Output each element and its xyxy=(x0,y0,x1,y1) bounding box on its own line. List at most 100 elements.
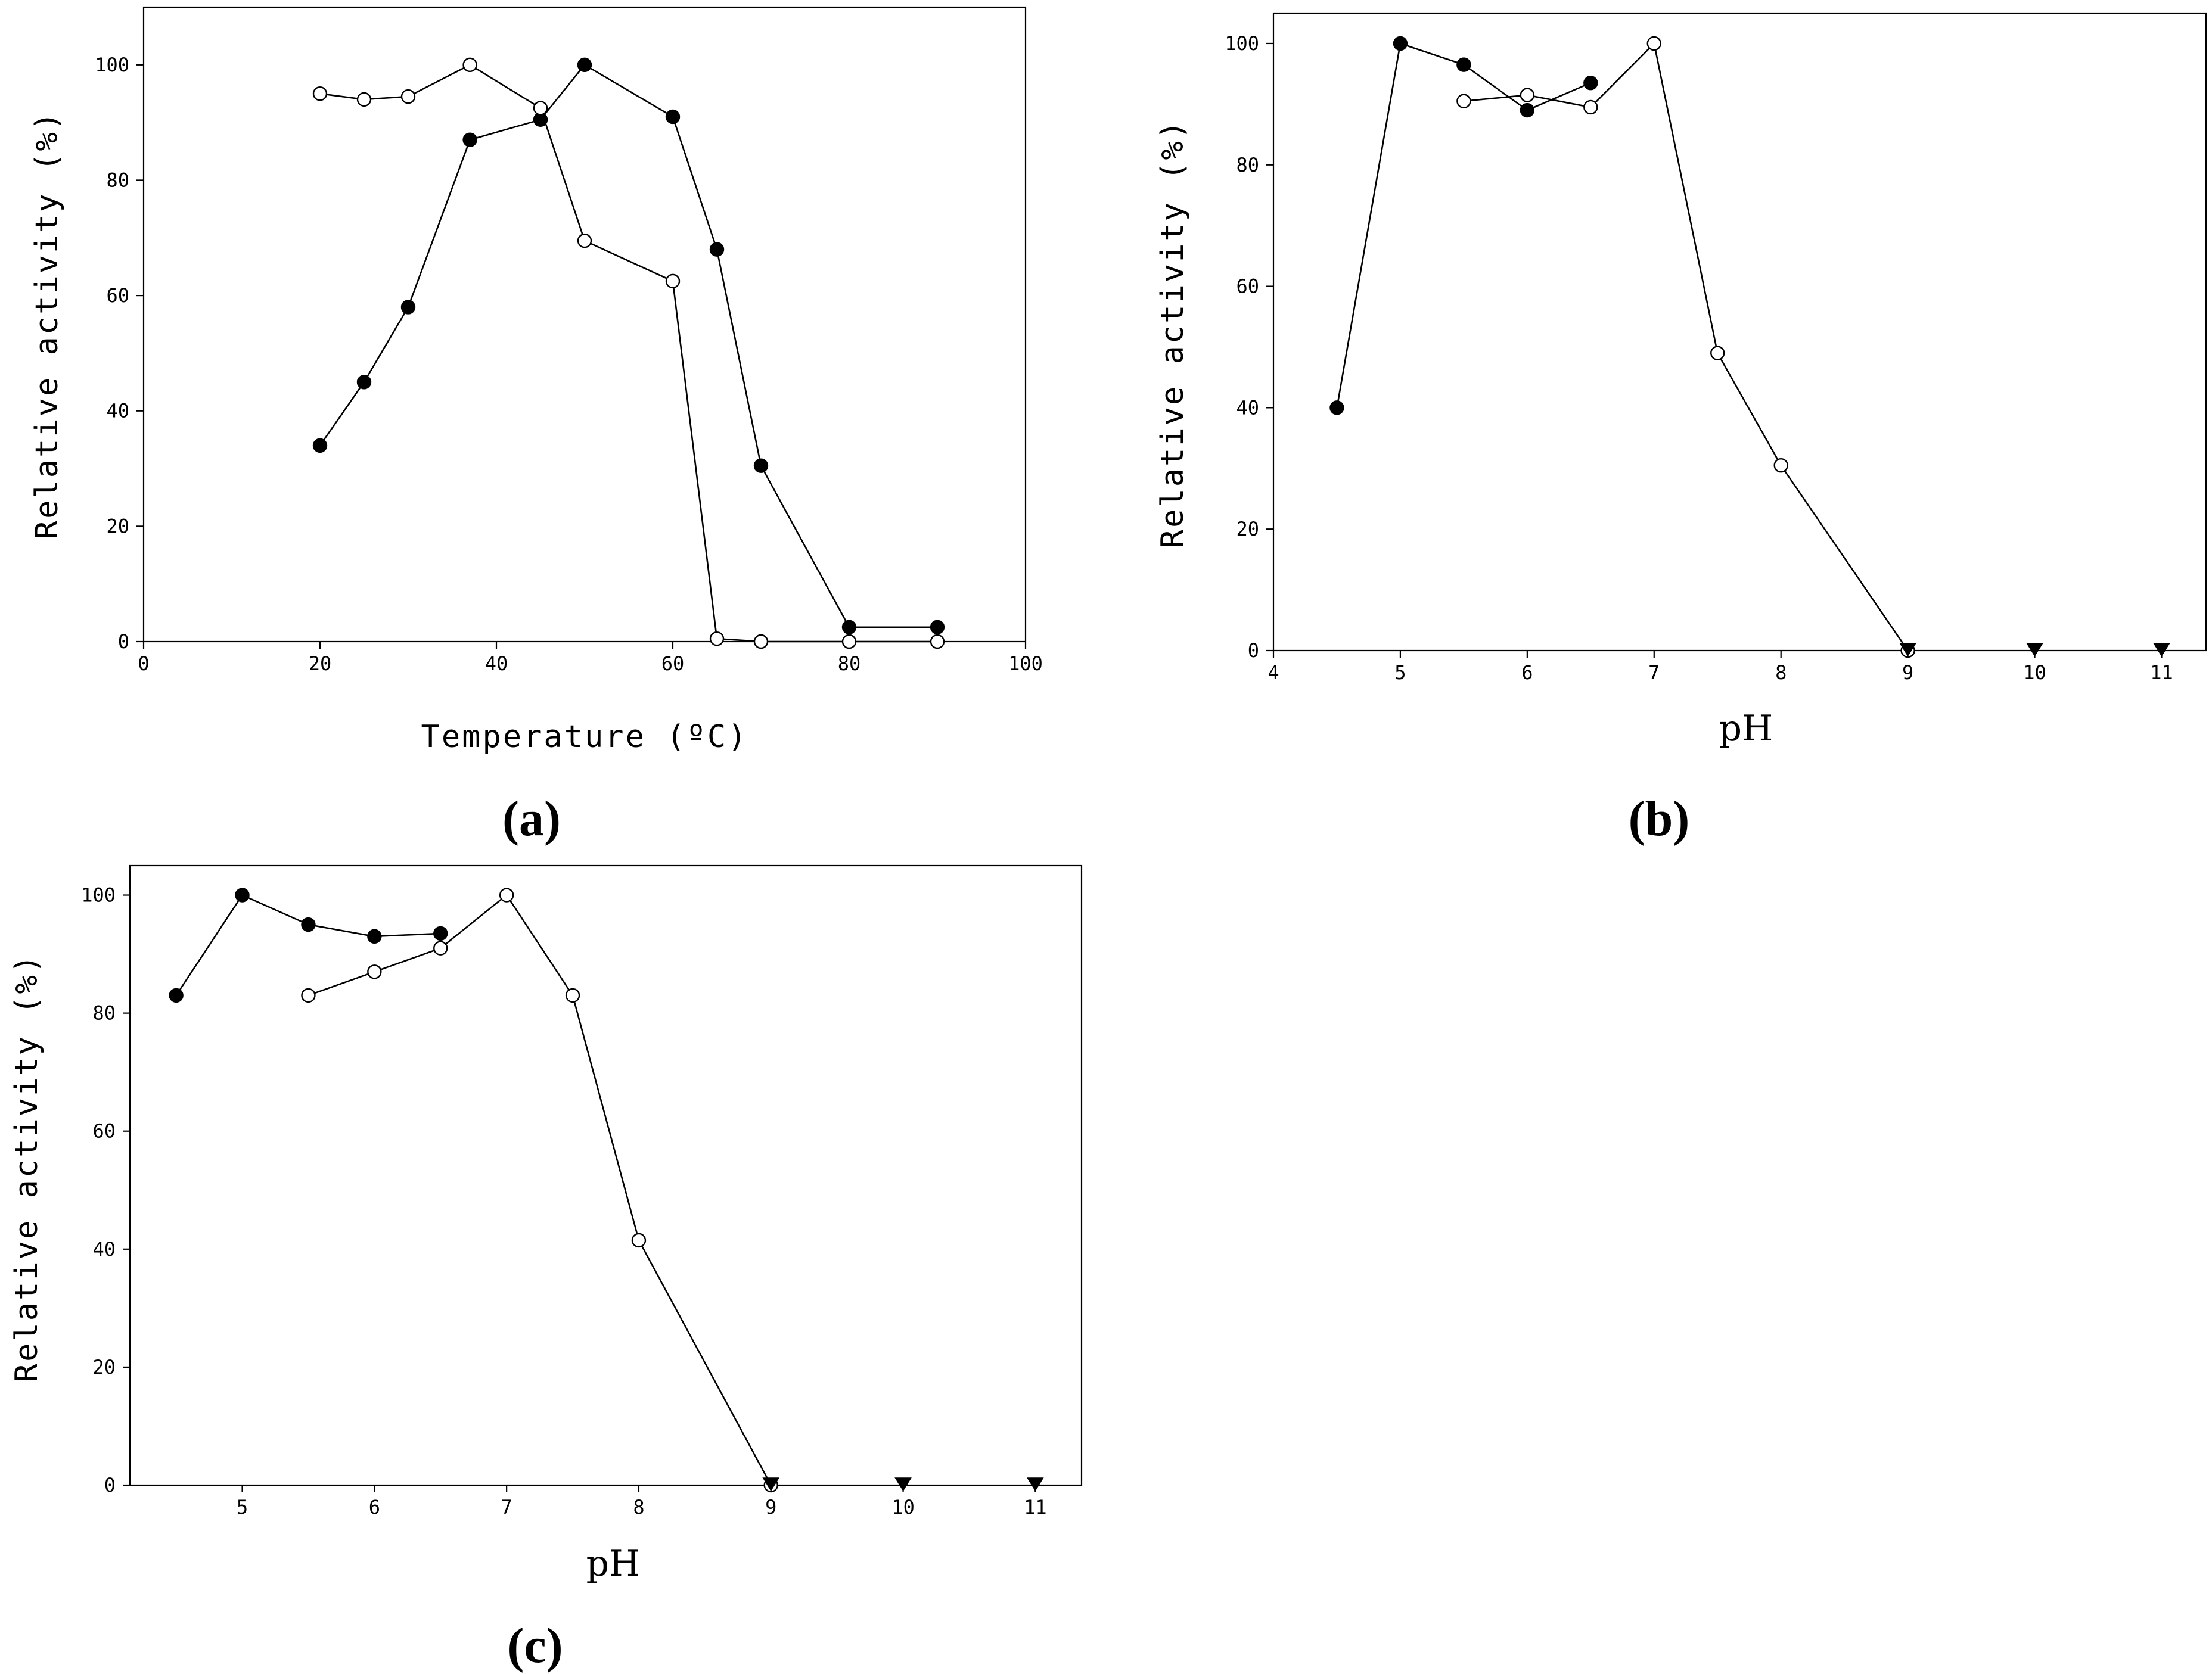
data-point-filled xyxy=(753,458,769,473)
x-tick-label: 9 xyxy=(1902,661,1913,684)
x-tick-label: 6 xyxy=(1521,661,1533,684)
data-point-filled xyxy=(577,57,592,73)
y-tick-label: 60 xyxy=(1236,275,1259,298)
x-tick-label: 20 xyxy=(309,652,332,675)
y-tick-label: 40 xyxy=(1236,396,1259,419)
panel-label-a: (a) xyxy=(502,791,561,847)
series-lines xyxy=(319,64,937,643)
x-tick-label: 60 xyxy=(661,652,685,675)
data-point-open xyxy=(753,634,769,649)
data-point-open xyxy=(1583,99,1598,115)
data-point-filled xyxy=(709,242,725,257)
y-tick-label: 20 xyxy=(92,1356,116,1379)
data-point-filled xyxy=(400,300,416,315)
data-point-triangle xyxy=(2026,643,2043,657)
x-tick-label: 5 xyxy=(237,1496,248,1519)
x-tick-label: 7 xyxy=(1648,661,1660,684)
data-point-open xyxy=(665,273,681,289)
data-point-open xyxy=(577,233,592,248)
y-tick-label: 0 xyxy=(104,1474,116,1496)
data-point-filled xyxy=(433,926,448,941)
data-point-open xyxy=(1710,346,1725,360)
data-point-filled xyxy=(367,929,382,944)
data-points xyxy=(169,888,1044,1493)
data-point-filled xyxy=(930,620,945,634)
x-tick-label: 8 xyxy=(1775,661,1787,684)
data-point-open xyxy=(631,1233,647,1248)
y-tick-label: 20 xyxy=(106,515,129,537)
data-point-filled xyxy=(235,888,250,903)
x-tick-label: 5 xyxy=(1394,661,1406,684)
y-tick-label: 60 xyxy=(92,1120,116,1143)
y-tick-label: 20 xyxy=(1236,518,1259,540)
data-point-open xyxy=(301,988,316,1003)
y-tick-label: 100 xyxy=(81,884,116,907)
x-tick-label: 0 xyxy=(138,652,149,675)
data-point-open xyxy=(356,92,372,107)
data-point-triangle xyxy=(2153,643,2170,657)
plot-frame xyxy=(129,864,1083,1486)
data-point-filled xyxy=(1456,57,1471,72)
data-point-open xyxy=(400,89,416,104)
ticks: 4 5 6 7 8 9 10 11 0 20 40 60 80 100 xyxy=(1225,32,2173,684)
y-tick-label: 60 xyxy=(106,284,129,307)
data-points xyxy=(1329,36,2170,658)
series-lines xyxy=(175,894,772,1486)
x-tick-label: 8 xyxy=(633,1496,644,1519)
series-line-filled-circle xyxy=(319,64,937,628)
data-point-open xyxy=(367,964,382,979)
data-point-open xyxy=(433,941,448,956)
series-line-open-circle xyxy=(1464,42,1909,651)
y-tick-label: 100 xyxy=(95,54,129,76)
x-tick-label: 11 xyxy=(1024,1496,1047,1519)
data-point-triangle xyxy=(1027,1477,1044,1492)
data-point-filled xyxy=(356,375,372,390)
y-tick-label: 40 xyxy=(106,400,129,422)
x-tick-label: 11 xyxy=(2150,661,2173,684)
data-point-filled xyxy=(841,620,857,634)
data-point-triangle xyxy=(894,1477,912,1492)
data-point-open xyxy=(841,634,857,649)
data-point-open xyxy=(462,57,477,73)
x-tick-label: 9 xyxy=(765,1496,776,1519)
x-tick-label: 40 xyxy=(485,652,508,675)
x-tick-label: 4 xyxy=(1267,661,1279,684)
data-point-triangle xyxy=(1899,643,1916,657)
panel-a: 0 20 40 60 80 100 0 20 40 60 80 100 Temperature (ºC… xyxy=(29,6,1043,847)
x-tick-label: 80 xyxy=(838,652,861,675)
data-point-open xyxy=(930,634,945,649)
x-tick-label: 10 xyxy=(2023,661,2046,684)
x-axis-label: pH xyxy=(586,1543,641,1585)
data-point-open xyxy=(1456,94,1471,108)
data-point-filled xyxy=(665,109,681,125)
data-point-open xyxy=(1520,88,1535,102)
y-axis-label: Relative activity (%) xyxy=(1155,119,1191,548)
y-tick-label: 0 xyxy=(1248,639,1259,662)
panel-label-c: (c) xyxy=(507,1618,563,1673)
data-point-filled xyxy=(169,988,184,1003)
data-point-filled xyxy=(301,917,316,932)
y-tick-label: 40 xyxy=(92,1238,116,1261)
data-point-filled xyxy=(1393,36,1408,51)
data-point-open xyxy=(1773,458,1788,473)
y-axis-label: Relative activity (%) xyxy=(9,953,45,1382)
data-point-open xyxy=(709,631,725,646)
panel-c: 5 6 7 8 9 10 11 0 20 40 60 80 100 pH Relative activi… xyxy=(9,864,1083,1673)
data-point-open xyxy=(533,101,548,116)
panel-label-b: (b) xyxy=(1629,791,1690,847)
y-tick-label: 80 xyxy=(106,169,129,191)
y-tick-label: 0 xyxy=(118,630,129,653)
data-point-open xyxy=(312,86,328,101)
x-tick-label: 7 xyxy=(501,1496,512,1519)
ticks: 0 20 40 60 80 100 0 20 40 60 80 100 xyxy=(95,54,1043,675)
ticks: 5 6 7 8 9 10 11 0 20 40 60 80 100 xyxy=(81,884,1046,1519)
x-tick-label: 10 xyxy=(891,1496,915,1519)
series-line-open-circle xyxy=(307,894,772,1486)
data-point-filled xyxy=(1520,102,1535,118)
data-point-open xyxy=(1646,36,1661,51)
data-point-filled xyxy=(312,438,328,453)
y-axis-label: Relative activity (%) xyxy=(29,110,65,539)
plot-frame xyxy=(1272,12,2207,652)
x-axis-label: Temperature (ºC) xyxy=(421,719,748,755)
